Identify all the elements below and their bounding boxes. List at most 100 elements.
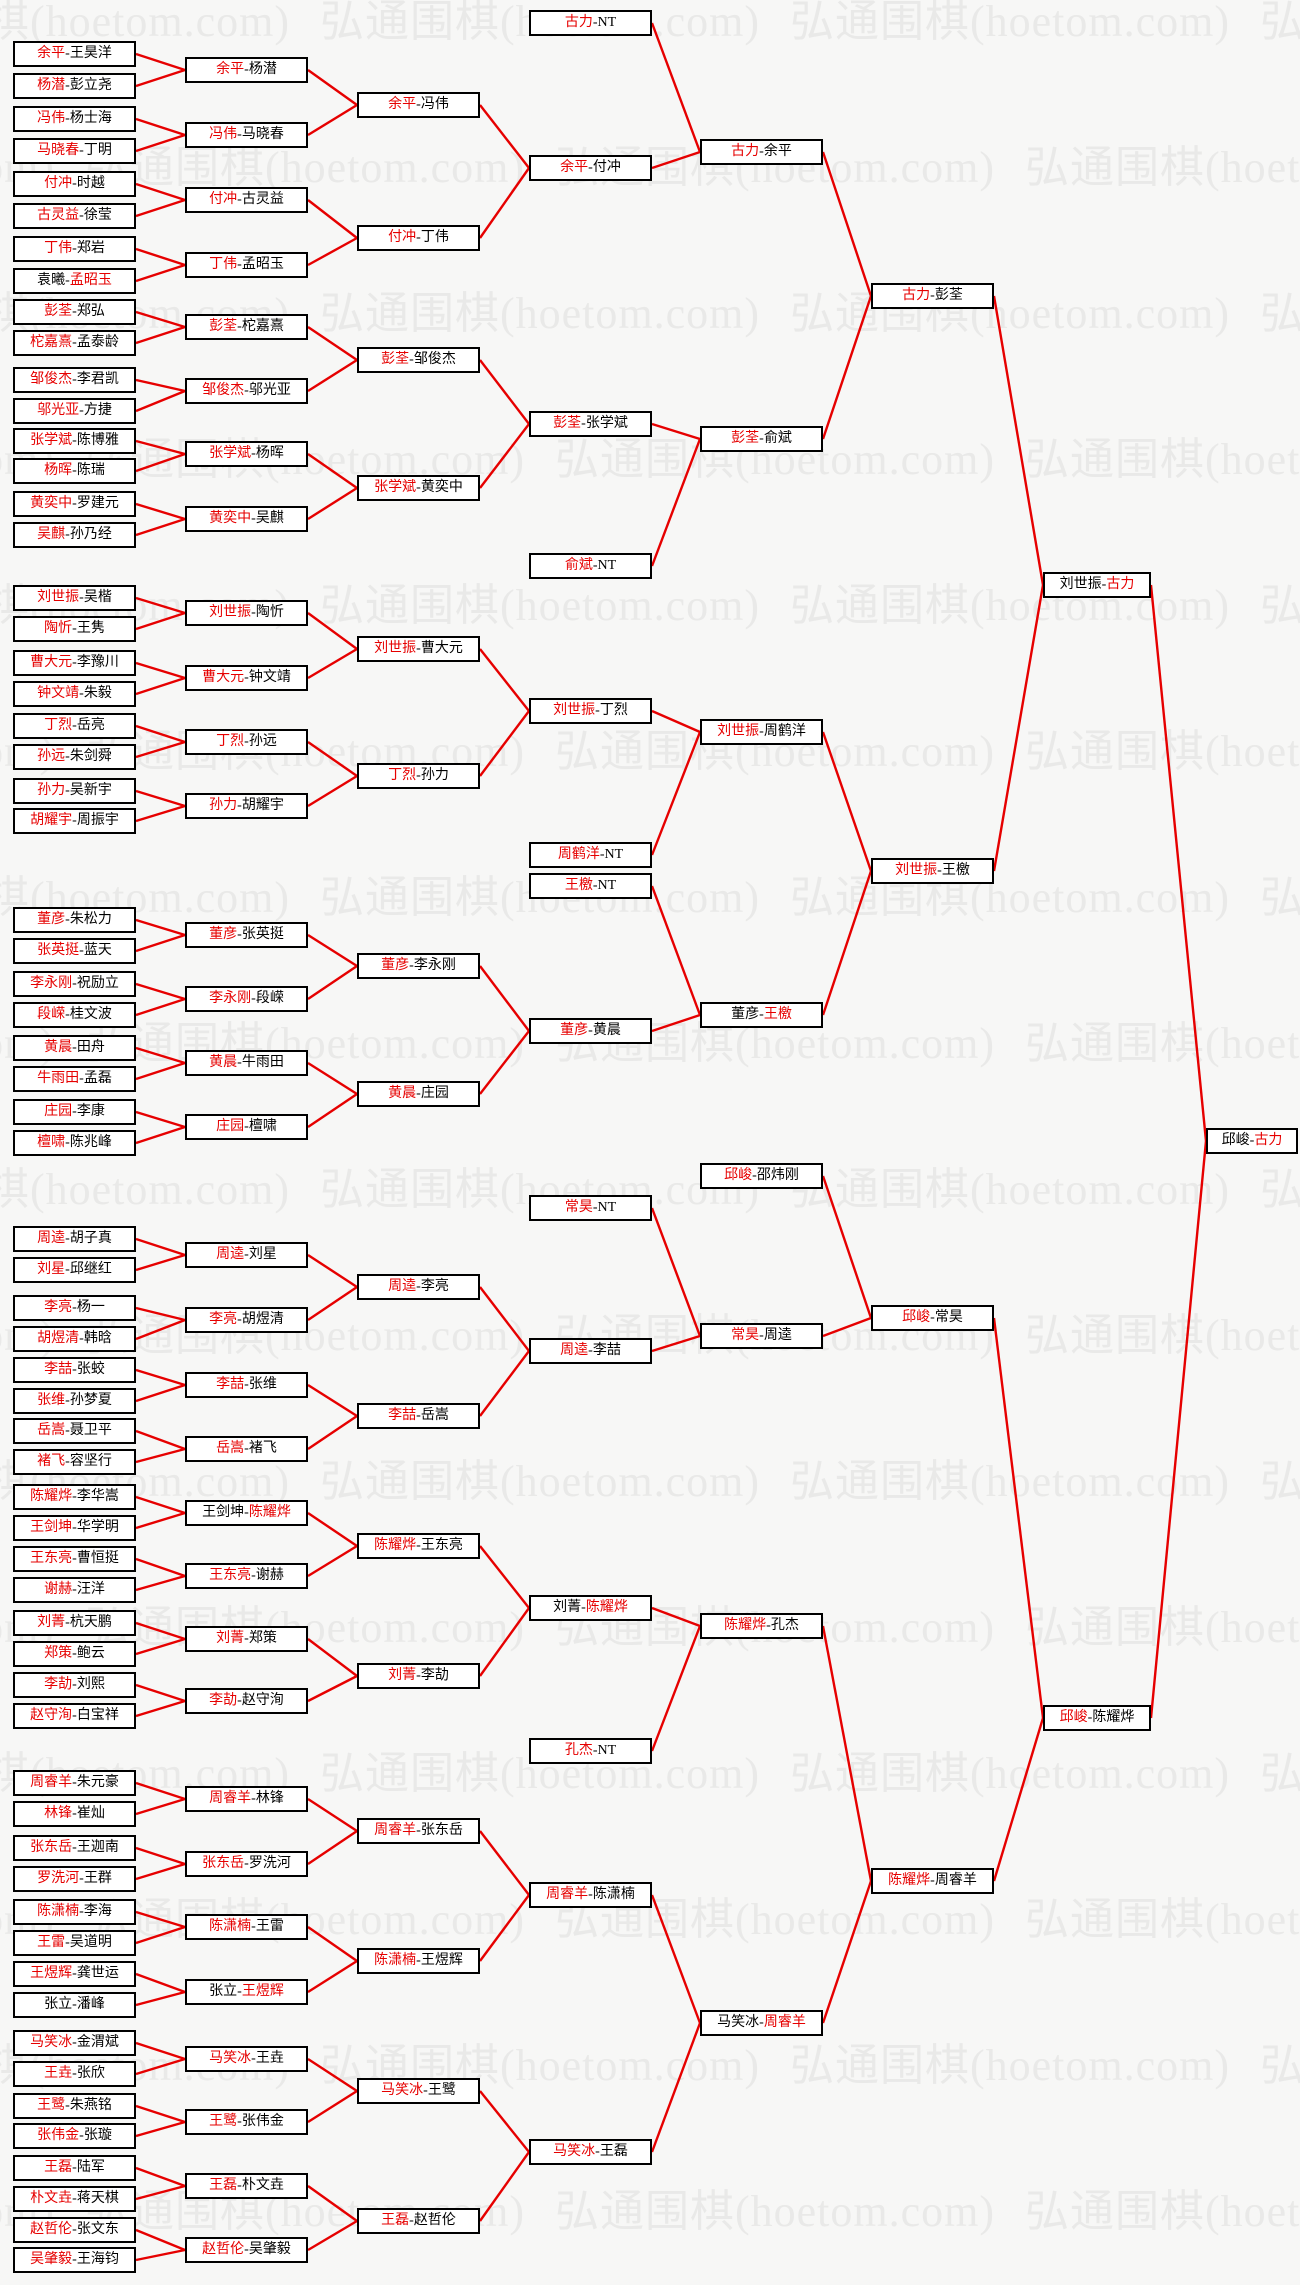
player-name-left: 刘世振 (553, 703, 596, 718)
match-box-a14: 余平 - 冯伟 (357, 92, 480, 118)
match-box-c3: 曹大元 - 李豫川 (13, 650, 136, 676)
bracket-connector-line (135, 52, 186, 72)
player-name-right: 张欣 (76, 2066, 105, 2081)
player-name-left: 董彦 (731, 1007, 760, 1022)
player-name-left: 赵哲伦 (30, 2222, 73, 2237)
name-separator: - (72, 1840, 77, 1855)
player-name-right: 郑弘 (76, 304, 105, 319)
bracket-connector-line (135, 68, 186, 88)
player-name-right: 黄奕中 (420, 480, 463, 495)
name-separator: - (416, 1408, 421, 1423)
player-name-left: 董彦 (209, 927, 238, 942)
match-box-r6c: 邱峻 - 常昊 (871, 1305, 994, 1331)
name-separator: - (65, 912, 70, 927)
name-separator: - (72, 335, 77, 350)
player-name-left: 付冲 (388, 230, 417, 245)
name-separator: - (65, 1262, 70, 1277)
player-name-right: 檀啸 (248, 1119, 277, 1134)
player-name-right: 李永刚 (413, 958, 456, 973)
bracket-connector-line (479, 1894, 530, 1962)
match-box-d58: 黄晨 - 庄园 (357, 1081, 480, 1107)
name-separator: - (79, 1871, 84, 1886)
player-name-right: 陈博雅 (76, 433, 119, 448)
player-name-left: 李喆 (216, 1377, 245, 1392)
player-name-right: 胡子真 (69, 1231, 112, 1246)
bracket-connector-line (307, 1286, 358, 1321)
player-name-right: 曹恒挺 (76, 1551, 119, 1566)
player-name-left: 邱峻 (1221, 1133, 1250, 1148)
player-name-right: 王迦南 (76, 1840, 119, 1855)
player-name-right: 胡煜清 (241, 1312, 284, 1327)
match-box-r6a: 古力 - 彭荃 (871, 283, 994, 309)
player-name-left: 庄园 (216, 1119, 245, 1134)
match-box-a2: 杨潜 - 彭立尧 (13, 73, 136, 99)
name-separator: - (72, 718, 77, 733)
match-box-b78: 黄奕中 - 吴麒 (185, 506, 308, 532)
player-name-right: 陈耀烨 (585, 1600, 628, 1615)
name-separator: - (930, 1310, 935, 1325)
watermark-text: 弘通围棋(hoetom.com) (0, 1165, 291, 1214)
name-separator: - (72, 1489, 77, 1504)
name-separator: - (1101, 577, 1107, 592)
player-name-right: 邬光亚 (248, 383, 291, 398)
player-name-left: 古力 (564, 15, 593, 30)
bracket-connector-line (135, 2120, 186, 2138)
match-box-h58: 王磊 - 赵哲伦 (357, 2208, 480, 2234)
match-box-c34: 曹大元 - 钟文靖 (185, 665, 308, 691)
name-separator: - (244, 734, 249, 749)
player-name-right: NT (597, 558, 617, 573)
player-name-right: 朱元豪 (76, 1775, 119, 1790)
match-box-b1: 彭荃 - 郑弘 (13, 299, 136, 325)
name-separator: - (72, 1966, 77, 1981)
name-separator: - (759, 724, 764, 739)
player-name-right: 李君凯 (76, 372, 119, 387)
name-separator: - (1087, 1710, 1093, 1725)
name-separator: - (72, 496, 77, 511)
player-name-right: 王鹭 (427, 2083, 456, 2098)
player-name-left: 王剑坤 (202, 1505, 245, 1520)
player-name-left: 黄奕中 (209, 511, 252, 526)
player-name-right: 陈耀烨 (248, 1505, 291, 1520)
player-name-left: 刘菁 (216, 1631, 245, 1646)
name-separator: - (237, 2178, 242, 2193)
watermark-text: 弘通围棋(hoetom.com) (320, 289, 761, 338)
match-box-b6: 杨晖 - 陈瑞 (13, 458, 136, 484)
match-box-r7b: 邱峻 - 陈耀烨 (1043, 1705, 1151, 1731)
bracket-connector-line (135, 1990, 186, 2007)
player-name-right: 汪洋 (76, 1582, 105, 1597)
bracket-connector-line (307, 358, 358, 393)
match-box-e3: 李亮 - 杨一 (13, 1295, 136, 1321)
player-name-left: 吴麒 (37, 527, 66, 542)
bracket-connector-line (135, 1846, 186, 1866)
player-name-left: 朴文垚 (30, 2191, 73, 2206)
player-name-right: 付冲 (592, 160, 621, 175)
player-name-right: 余平 (763, 144, 792, 159)
bracket-connector-line (307, 933, 358, 968)
name-separator: - (251, 991, 256, 1006)
match-box-a7: 丁伟 - 郑岩 (13, 236, 136, 262)
player-name-left: 刘世振 (37, 590, 80, 605)
bracket-connector-line (479, 648, 530, 712)
player-name-right: 鲍云 (76, 1646, 105, 1661)
player-name-right: 聂卫平 (69, 1423, 112, 1438)
player-name-left: 孙远 (37, 749, 66, 764)
match-box-e1: 周逵 - 胡子真 (13, 1226, 136, 1252)
match-box-r6b: 刘世振 - 王檄 (871, 858, 994, 884)
match-box-e2: 刘星 - 邱继红 (13, 1257, 136, 1283)
bracket-connector-line (135, 1061, 186, 1081)
match-box-a56: 付冲 - 古灵益 (185, 187, 308, 213)
name-separator: - (72, 2191, 77, 2206)
player-name-right: 丁伟 (420, 230, 449, 245)
name-separator: - (72, 1104, 77, 1119)
player-name-left: 张学斌 (374, 480, 417, 495)
match-box-r5d: 董彦 - 王檄 (700, 1002, 823, 1028)
name-separator: - (930, 288, 935, 303)
player-name-right: NT (597, 878, 617, 893)
player-name-right: 王隽 (76, 621, 105, 636)
name-separator: - (416, 1538, 421, 1553)
player-name-right: 王煜辉 (241, 1984, 284, 1999)
player-name-right: 邵炜刚 (756, 1168, 799, 1183)
name-separator: - (65, 2098, 70, 2113)
bracket-connector-line (135, 117, 186, 137)
name-separator: - (588, 1887, 593, 1902)
